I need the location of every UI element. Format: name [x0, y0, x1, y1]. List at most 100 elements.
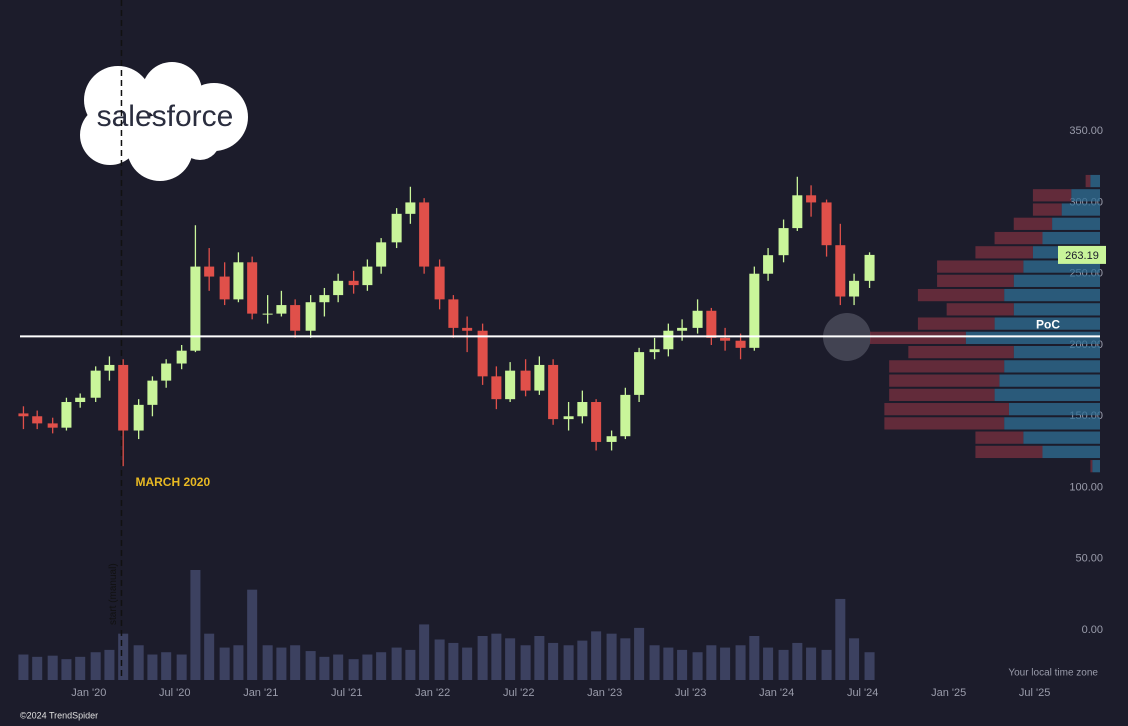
y-tick-label: 50.00: [1075, 553, 1103, 565]
profile-sell: [937, 274, 1014, 287]
candle-body: [204, 266, 215, 277]
time-zone-note: Your local time zone: [1008, 668, 1098, 679]
profile-sell: [975, 431, 1024, 444]
volume-bar: [18, 654, 29, 680]
volume-bar: [319, 656, 330, 680]
candle-body: [548, 364, 559, 420]
profile-sell: [994, 231, 1043, 245]
volume-bar: [606, 633, 617, 680]
candle-body: [606, 436, 617, 442]
volume-bar: [32, 656, 43, 680]
volume-bar: [405, 649, 416, 680]
volume-bar: [247, 589, 258, 680]
x-tick-label: Jul '23: [675, 687, 706, 699]
x-tick-label: Jul '20: [159, 687, 190, 699]
volume-bar: [176, 654, 187, 680]
candle-body: [18, 413, 29, 417]
volume-bar: [763, 647, 774, 680]
volume-bar: [47, 655, 58, 680]
candle-body: [462, 327, 473, 331]
profile-buy: [1004, 288, 1100, 302]
candle-body: [806, 195, 817, 203]
candle-body: [376, 242, 387, 267]
profile-sell: [870, 331, 966, 344]
candle-body: [778, 228, 789, 256]
candle-body: [290, 305, 301, 331]
volume-bar: [534, 636, 545, 680]
candle-body: [247, 262, 258, 314]
profile-sell: [1090, 460, 1093, 473]
profile-sell: [908, 345, 1014, 359]
volume-bar: [849, 638, 860, 680]
volume-bar: [806, 647, 817, 680]
candle-body: [305, 302, 316, 331]
volume-bar: [362, 654, 373, 680]
logo: salesforce: [80, 62, 248, 181]
candle-body: [219, 276, 230, 300]
candle-body: [634, 352, 645, 395]
candle-body: [620, 394, 631, 437]
profile-sell: [884, 417, 1005, 430]
volume-bar: [563, 645, 574, 680]
profile-sell: [917, 317, 995, 330]
profile-buy: [1013, 303, 1100, 316]
profile-sell: [1032, 189, 1072, 202]
candle-body: [749, 273, 760, 348]
volume-bar: [548, 642, 559, 680]
candle-body: [32, 416, 43, 424]
price-tag-label: 263.19: [1065, 250, 1099, 262]
candle-body: [491, 376, 502, 400]
volume-bar: [835, 598, 846, 680]
volume-bar: [778, 649, 789, 680]
x-tick-label: Jul '24: [847, 687, 878, 699]
x-tick-label: Jan '21: [243, 687, 278, 699]
profile-buy: [1042, 445, 1100, 459]
profile-buy: [1008, 403, 1100, 416]
logo-text: salesforce: [97, 100, 234, 133]
candle-body: [434, 266, 445, 300]
profile-buy: [1023, 431, 1100, 444]
volume-bar: [290, 645, 301, 680]
profile-sell: [889, 360, 1005, 373]
profile-sell: [889, 388, 995, 402]
volume-bar: [419, 624, 430, 680]
x-tick-label: Jul '21: [331, 687, 362, 699]
volume-bar: [792, 642, 803, 680]
candle-body: [448, 299, 459, 328]
volume-bar: [477, 636, 488, 680]
profile-buy: [1013, 274, 1100, 287]
volume-bar: [276, 647, 287, 680]
profile-sell: [1013, 217, 1053, 230]
volume-bar: [649, 645, 660, 680]
candle-body: [333, 280, 344, 296]
volume-bar: [677, 649, 688, 680]
candle-body: [319, 295, 330, 303]
candle-body: [276, 305, 287, 314]
candle-body: [677, 327, 688, 331]
x-tick-label: Jan '22: [415, 687, 450, 699]
candle-body: [190, 266, 201, 351]
volume-bar: [233, 645, 244, 680]
candle-body: [692, 310, 703, 328]
candle-body: [534, 364, 545, 391]
profile-buy: [1004, 417, 1100, 430]
volume-bar: [692, 652, 703, 680]
volume-bar: [204, 633, 215, 680]
volume-bar: [620, 638, 631, 680]
volume-bar: [821, 649, 832, 680]
candle-body: [520, 370, 531, 391]
profile-buy: [1090, 174, 1100, 188]
volume-bar: [491, 633, 502, 680]
profile-buy: [1052, 217, 1100, 230]
profile-buy: [994, 388, 1100, 402]
logo-cloud: [80, 62, 248, 181]
profile-sell: [1032, 203, 1062, 216]
candle-body: [262, 313, 273, 315]
candle-body: [735, 340, 746, 348]
candle-body: [591, 402, 602, 442]
profile-buy: [1092, 460, 1100, 473]
profile-buy: [965, 331, 1100, 344]
x-tick-label: Jul '25: [1019, 687, 1050, 699]
volume-bar: [305, 651, 316, 680]
